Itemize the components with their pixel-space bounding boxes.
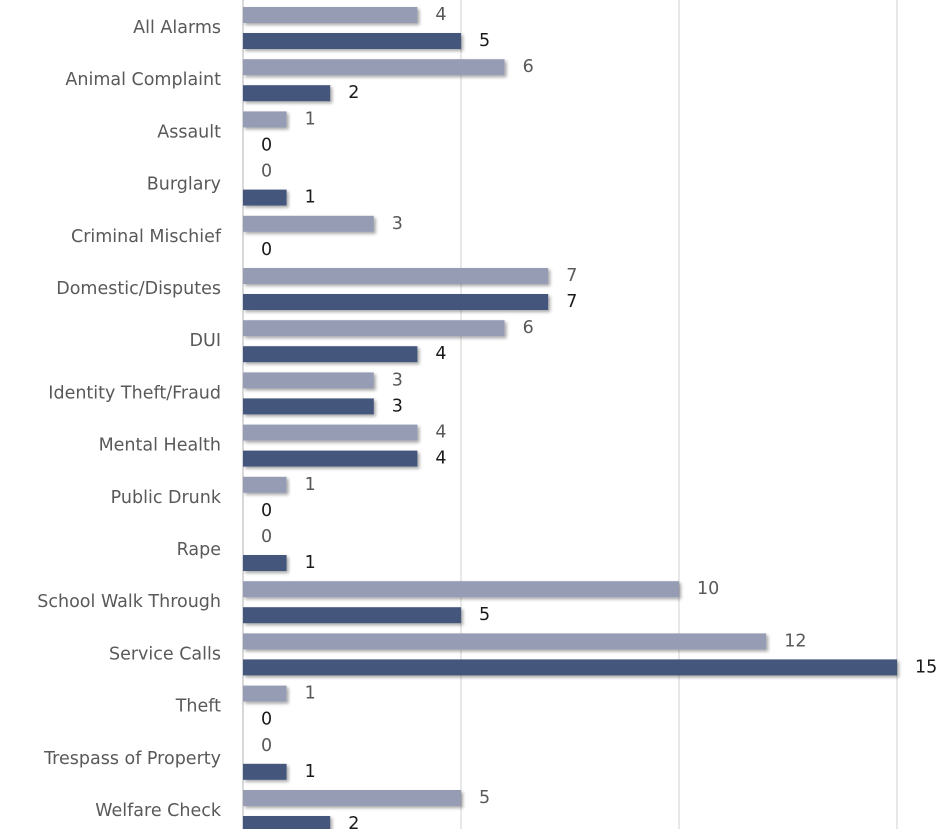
bars <box>243 7 897 829</box>
data-label-mental-health-series-2: 4 <box>435 449 446 469</box>
data-label-assault-series-1: 1 <box>305 109 316 129</box>
data-label-assault-series-2: 0 <box>261 135 272 155</box>
data-label-animal-complaint-series-1: 6 <box>523 57 534 77</box>
bar-dui-series-1 <box>243 320 505 336</box>
bar-public-drunk-series-1 <box>243 477 287 493</box>
bar-animal-complaint-series-1 <box>243 59 505 75</box>
data-label-theft-series-2: 0 <box>261 710 272 730</box>
data-label-burglary-series-1: 0 <box>261 162 272 182</box>
bar-service-calls-series-2 <box>243 659 897 675</box>
bar-domestic-disputes-series-2 <box>243 294 548 310</box>
bar-trespass-of-property-series-2 <box>243 764 287 780</box>
category-label-trespass-of-property: Trespass of Property <box>43 749 221 769</box>
category-label-service-calls: Service Calls <box>109 644 221 664</box>
category-label-school-walk-through: School Walk Through <box>37 592 221 612</box>
category-label-welfare-check: Welfare Check <box>95 801 222 821</box>
category-label-theft: Theft <box>175 697 221 717</box>
bar-assault-series-1 <box>243 111 287 127</box>
data-label-domestic-disputes-series-2: 7 <box>566 292 577 312</box>
bar-domestic-disputes-series-1 <box>243 268 548 284</box>
data-label-rape-series-1: 0 <box>261 527 272 547</box>
data-label-all-alarms-series-2: 5 <box>479 31 490 51</box>
bar-service-calls-series-1 <box>243 633 766 649</box>
data-label-service-calls-series-1: 12 <box>784 631 806 651</box>
category-label-animal-complaint: Animal Complaint <box>65 70 221 90</box>
data-label-dui-series-1: 6 <box>523 318 534 338</box>
data-label-welfare-check-series-2: 2 <box>348 814 359 829</box>
bar-dui-series-2 <box>243 346 417 362</box>
category-label-burglary: Burglary <box>147 175 221 195</box>
category-label-public-drunk: Public Drunk <box>111 488 222 508</box>
data-label-animal-complaint-series-2: 2 <box>348 83 359 103</box>
data-label-mental-health-series-1: 4 <box>435 423 446 443</box>
bar-criminal-mischief-series-1 <box>243 216 374 232</box>
bar-school-walk-through-series-2 <box>243 607 461 623</box>
bar-all-alarms-series-1 <box>243 7 417 23</box>
data-label-all-alarms-series-1: 4 <box>435 5 446 25</box>
data-label-rape-series-2: 1 <box>305 553 316 573</box>
bar-identity-theft-fraud-series-2 <box>243 398 374 414</box>
data-label-school-walk-through-series-2: 5 <box>479 605 490 625</box>
category-label-dui: DUI <box>190 331 221 351</box>
bar-burglary-series-2 <box>243 190 287 206</box>
bar-mental-health-series-1 <box>243 425 417 441</box>
data-label-theft-series-1: 1 <box>305 684 316 704</box>
data-label-burglary-series-2: 1 <box>305 188 316 208</box>
data-label-criminal-mischief-series-2: 0 <box>261 240 272 260</box>
data-label-trespass-of-property-series-2: 1 <box>305 762 316 782</box>
bar-identity-theft-fraud-series-1 <box>243 372 374 388</box>
data-label-school-walk-through-series-1: 10 <box>697 579 719 599</box>
data-label-public-drunk-series-2: 0 <box>261 501 272 521</box>
data-label-trespass-of-property-series-1: 0 <box>261 736 272 756</box>
category-label-criminal-mischief: Criminal Mischief <box>71 227 222 247</box>
bar-all-alarms-series-2 <box>243 33 461 49</box>
data-label-public-drunk-series-1: 1 <box>305 475 316 495</box>
data-label-domestic-disputes-series-1: 7 <box>566 266 577 286</box>
data-label-identity-theft-fraud-series-1: 3 <box>392 370 403 390</box>
category-label-domestic-disputes: Domestic/Disputes <box>56 279 221 299</box>
data-label-welfare-check-series-1: 5 <box>479 788 490 808</box>
bar-theft-series-1 <box>243 686 287 702</box>
gridlines <box>243 0 897 829</box>
bar-animal-complaint-series-2 <box>243 85 330 101</box>
bar-rape-series-2 <box>243 555 287 571</box>
bar-school-walk-through-series-1 <box>243 581 679 597</box>
category-label-assault: Assault <box>157 122 221 142</box>
bar-mental-health-series-2 <box>243 451 417 467</box>
category-label-all-alarms: All Alarms <box>133 18 221 38</box>
data-label-criminal-mischief-series-1: 3 <box>392 214 403 234</box>
bar-welfare-check-series-2 <box>243 816 330 829</box>
category-label-mental-health: Mental Health <box>99 436 221 456</box>
data-label-service-calls-series-2: 15 <box>915 657 937 677</box>
bar-welfare-check-series-1 <box>243 790 461 806</box>
category-label-identity-theft-fraud: Identity Theft/Fraud <box>48 383 221 403</box>
data-label-identity-theft-fraud-series-2: 3 <box>392 396 403 416</box>
category-label-rape: Rape <box>177 540 221 560</box>
data-label-dui-series-2: 4 <box>435 344 446 364</box>
